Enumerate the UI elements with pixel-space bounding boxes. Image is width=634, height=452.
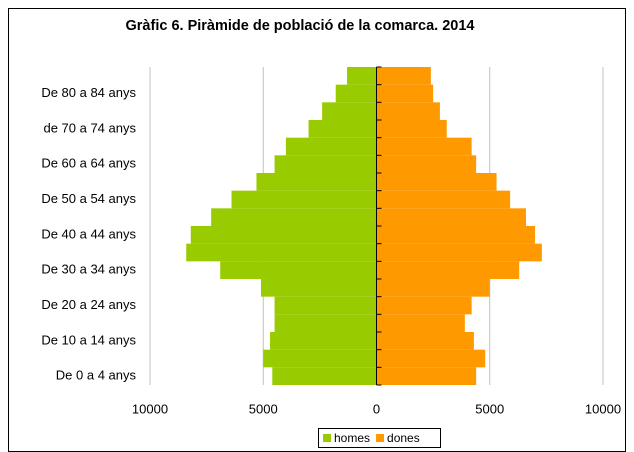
- y-tick-label: De 40 a 44 anys: [41, 226, 136, 241]
- bar: [376, 279, 490, 297]
- y-tick-label: De 80 a 84 anys: [41, 85, 136, 100]
- bar: [256, 173, 377, 191]
- x-tick-label: 5000: [249, 401, 278, 416]
- bar: [272, 367, 377, 385]
- legend-label: dones: [387, 431, 420, 445]
- legend-label: homes: [334, 431, 370, 445]
- bar: [376, 208, 526, 226]
- bar: [308, 120, 377, 138]
- x-tick-label: 5000: [475, 401, 504, 416]
- bar: [211, 208, 377, 226]
- bar: [335, 84, 377, 103]
- x-tick-label: 0: [373, 401, 380, 416]
- bar: [376, 332, 474, 350]
- bar: [274, 155, 377, 173]
- bar: [285, 137, 377, 156]
- y-tick-label: de 70 a 74 anys: [43, 120, 136, 135]
- bar: [274, 296, 377, 315]
- y-tick-label: De 20 a 24 anys: [41, 297, 136, 312]
- bar: [376, 243, 542, 262]
- y-tick-label: De 0 a 4 anys: [56, 368, 137, 383]
- bar: [376, 137, 472, 156]
- bar: [186, 243, 377, 262]
- bar: [376, 261, 520, 279]
- chart-title: Gràfic 6. Piràmide de població de la com…: [126, 18, 475, 34]
- bar: [190, 226, 377, 244]
- x-tick-label: 10000: [132, 401, 168, 416]
- y-tick-label: De 60 a 64 anys: [41, 156, 136, 171]
- bar: [270, 332, 377, 350]
- bar: [376, 314, 465, 332]
- x-tick-label: 10000: [585, 401, 621, 416]
- bar: [376, 367, 477, 385]
- bar: [376, 155, 477, 173]
- bar: [274, 314, 377, 332]
- bar: [376, 190, 511, 209]
- bar: [376, 102, 440, 120]
- legend-swatch: [323, 434, 331, 442]
- bar: [263, 349, 377, 368]
- bar: [347, 67, 377, 85]
- bar: [376, 296, 472, 315]
- bar: [376, 226, 536, 244]
- bar: [376, 120, 447, 138]
- legend-swatch: [376, 434, 385, 442]
- bar: [376, 349, 486, 368]
- bar: [260, 279, 377, 297]
- bar: [376, 67, 431, 85]
- bar: [376, 84, 434, 103]
- bar: [376, 173, 497, 191]
- y-tick-label: De 50 a 54 anys: [41, 191, 136, 206]
- y-tick-label: De 10 a 14 anys: [41, 332, 136, 347]
- bar: [220, 261, 377, 279]
- y-tick-label: De 30 a 34 anys: [41, 262, 136, 277]
- bar: [322, 102, 377, 120]
- bar: [231, 190, 377, 209]
